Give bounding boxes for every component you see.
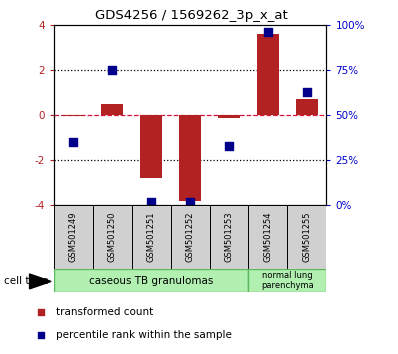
Point [187, 199, 193, 205]
Text: GSM501251: GSM501251 [146, 212, 156, 262]
Text: GSM501249: GSM501249 [69, 212, 78, 262]
Bar [248, 269, 326, 292]
Bar [287, 205, 326, 269]
Bar [171, 205, 209, 269]
Bar [101, 104, 123, 115]
Bar [179, 115, 201, 201]
Point [109, 67, 115, 73]
Text: GSM501254: GSM501254 [263, 212, 273, 262]
Point [304, 89, 310, 95]
Point [70, 139, 76, 145]
Text: cell type: cell type [4, 276, 49, 286]
Text: normal lung
parenchyma: normal lung parenchyma [261, 271, 314, 290]
Text: transformed count: transformed count [56, 307, 153, 318]
Bar [257, 34, 279, 115]
Bar [93, 205, 132, 269]
Text: GSM501252: GSM501252 [185, 212, 195, 262]
Bar [218, 115, 240, 119]
Point [265, 29, 271, 35]
Bar [54, 269, 248, 292]
Bar [62, 115, 84, 116]
Bar [132, 205, 171, 269]
Bar [248, 205, 287, 269]
Text: GDS4256 / 1569262_3p_x_at: GDS4256 / 1569262_3p_x_at [95, 9, 287, 22]
Text: GSM501253: GSM501253 [224, 212, 234, 263]
Bar [54, 205, 93, 269]
Text: caseous TB granulomas: caseous TB granulomas [89, 275, 213, 286]
Bar [140, 115, 162, 178]
Text: GSM501250: GSM501250 [107, 212, 117, 262]
Text: percentile rank within the sample: percentile rank within the sample [56, 330, 232, 341]
Polygon shape [29, 274, 51, 289]
Bar [296, 99, 318, 115]
Point [38, 309, 45, 315]
Point [148, 199, 154, 205]
Bar [209, 205, 248, 269]
Text: GSM501255: GSM501255 [302, 212, 311, 262]
Point [226, 143, 232, 149]
Point [38, 333, 45, 338]
